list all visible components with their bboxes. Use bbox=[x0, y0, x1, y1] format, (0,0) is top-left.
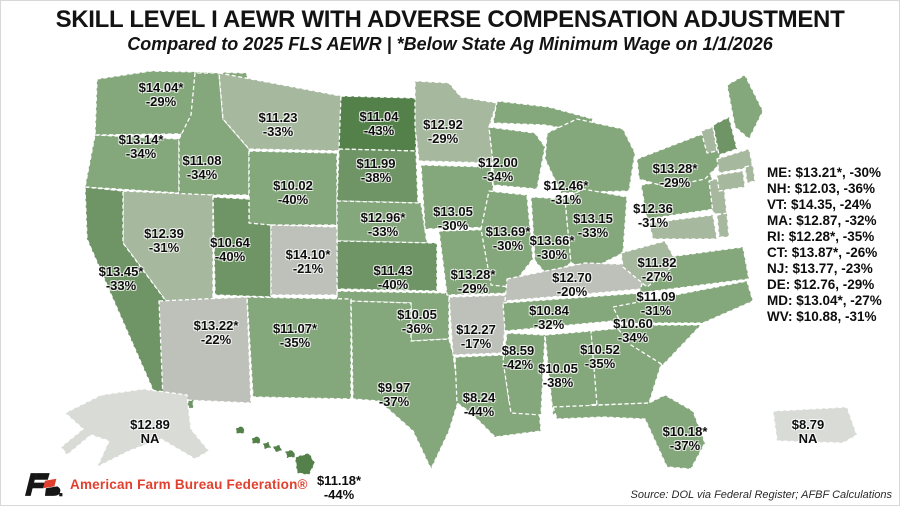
state-shape-co bbox=[270, 224, 338, 296]
afbf-logo-text: American Farm Bureau Federation® bbox=[70, 477, 308, 492]
state-shape-mi bbox=[544, 118, 636, 194]
state-shape-ak bbox=[60, 388, 210, 468]
state-shape-ks bbox=[336, 240, 438, 292]
afbf-logo: American Farm Bureau Federation® bbox=[25, 472, 308, 497]
source-note: Source: DOL via Federal Register; AFBF C… bbox=[630, 489, 892, 501]
northeast-states-list: ME: $13.21*, -30% NH: $12.03, -36% VT: $14… bbox=[767, 165, 882, 325]
state-shape-ny bbox=[636, 128, 722, 188]
state-shape-hi bbox=[262, 441, 272, 450]
state-shape-nd bbox=[338, 95, 417, 152]
state-shape-wy bbox=[248, 150, 338, 226]
state-shape-fl bbox=[552, 394, 706, 470]
state-shape-in bbox=[530, 196, 572, 278]
state-shape-oh bbox=[564, 188, 628, 270]
ne-list-item-wv: WV: $10.88, -31% bbox=[767, 309, 877, 324]
state-shape-hi bbox=[250, 435, 262, 445]
state-shape-ms bbox=[502, 332, 546, 416]
ne-list-item-nh: NH: $12.03, -36% bbox=[767, 181, 876, 196]
state-shape-sd bbox=[336, 148, 419, 204]
state-shape-wi bbox=[488, 126, 546, 190]
ne-list-item-me: ME: $13.21*, -30% bbox=[767, 165, 882, 180]
ne-list-item-md: MD: $13.04*, -27% bbox=[767, 293, 882, 308]
state-shape-vt bbox=[700, 126, 718, 154]
state-shape-de bbox=[716, 212, 730, 238]
state-shape-ne bbox=[336, 200, 428, 244]
state-shape-mt bbox=[218, 72, 342, 152]
ne-list-item-nj: NJ: $13.77, -23% bbox=[767, 261, 873, 276]
ne-list-item-ri: RI: $12.28*, -35% bbox=[767, 229, 875, 244]
state-shape-al bbox=[544, 330, 600, 416]
state-shape-nh bbox=[712, 116, 738, 156]
state-shape-or bbox=[84, 134, 180, 194]
state-shape-hi bbox=[294, 452, 316, 476]
state-shape-az bbox=[158, 296, 252, 404]
page-title: SKILL LEVEL I AEWR WITH ADVERSE COMPENSA… bbox=[55, 6, 845, 33]
ne-list-item-vt: VT: $14.35, -24% bbox=[767, 197, 872, 212]
state-shape-il bbox=[480, 190, 534, 288]
state-shape-nc bbox=[612, 280, 754, 324]
state-shape-wv bbox=[620, 240, 678, 288]
state-shape-ar bbox=[448, 294, 508, 356]
state-shape-hi bbox=[284, 449, 297, 459]
state-shape-ri bbox=[744, 164, 756, 184]
ne-list-item-de: DE: $12.76, -29% bbox=[767, 277, 875, 292]
state-shape-me bbox=[726, 74, 764, 140]
afbf-logo-mark bbox=[25, 473, 63, 497]
state-shape-hi bbox=[234, 425, 246, 435]
state-shape-hi bbox=[272, 444, 283, 453]
state-shape-ma bbox=[716, 148, 754, 174]
state-shape-mn bbox=[414, 80, 498, 164]
state-shape-ct bbox=[716, 170, 746, 192]
state-shape-tx bbox=[350, 300, 460, 470]
state-shape-pr bbox=[772, 406, 858, 444]
state-shape-sc bbox=[614, 324, 702, 366]
ne-list-item-ct: CT: $13.87*, -26% bbox=[767, 245, 878, 260]
ne-list-item-ma: MA: $12.87, -32% bbox=[767, 213, 877, 228]
page-subtitle: Compared to 2025 FLS AEWR | *Below State… bbox=[127, 34, 773, 54]
state-shape-ut bbox=[212, 196, 272, 298]
state-shape-nm bbox=[246, 296, 352, 400]
state-shape-la bbox=[454, 354, 542, 438]
state-shape-md bbox=[648, 214, 718, 240]
